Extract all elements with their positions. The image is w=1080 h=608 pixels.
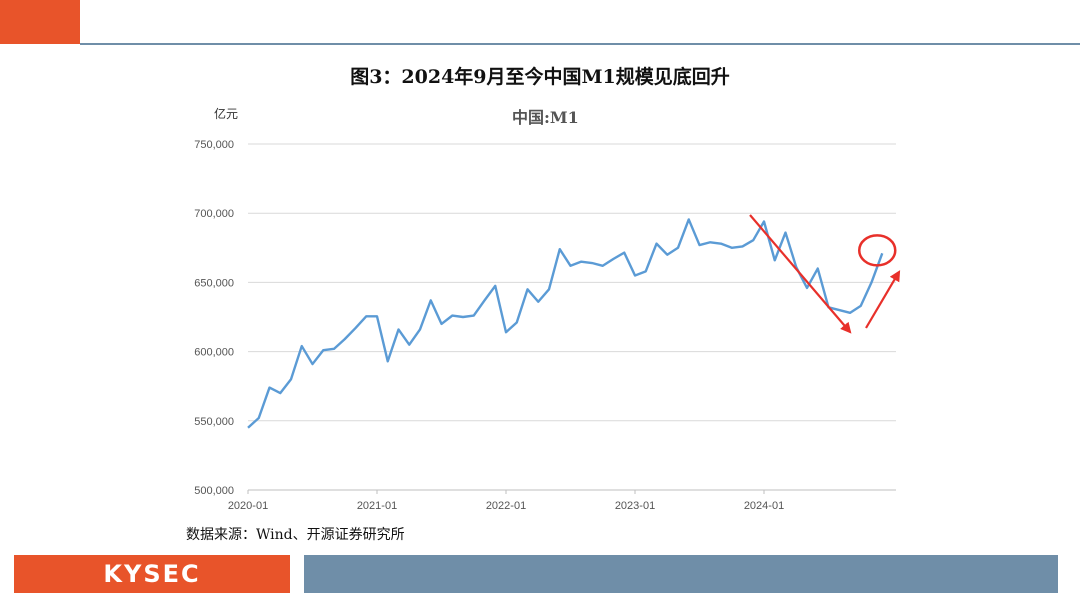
- x-tick-label: 2024-01: [744, 500, 784, 512]
- source-note: 数据来源：Wind、开源证券研究所: [186, 527, 405, 543]
- y-axis-unit-label: 亿元: [214, 107, 239, 121]
- footer-bar: [304, 555, 1058, 593]
- y-tick-label: 750,000: [194, 139, 234, 151]
- header-divider: [80, 43, 1080, 45]
- rebound-arrow: [865, 270, 901, 329]
- y-tick-label: 650,000: [194, 277, 234, 289]
- brand-logo: KYSEC: [14, 555, 290, 593]
- line-layer: [247, 218, 884, 429]
- chart-title: 中国:M1: [512, 108, 579, 127]
- tick-label-layer: 500,000 550,000 600,000 650,000 700,000 750,0…: [194, 139, 784, 512]
- x-tick-label: 2023-01: [615, 500, 655, 512]
- y-tick-label: 550,000: [194, 416, 234, 428]
- series-line-m1: [247, 218, 884, 429]
- x-tick-label: 2020-01: [228, 500, 268, 512]
- header-accent-block: [0, 0, 80, 44]
- figure-title: 图3：2024年9月至今中国M1规模见底回升: [350, 66, 730, 88]
- grid-layer: [247, 143, 896, 494]
- y-tick-label: 600,000: [194, 347, 234, 359]
- y-tick-label: 500,000: [194, 485, 234, 497]
- y-tick-label: 700,000: [194, 208, 234, 220]
- annotation-layer: [749, 214, 901, 334]
- x-tick-label: 2022-01: [486, 500, 526, 512]
- decline-arrow: [749, 214, 852, 334]
- latest-point-circle: [858, 234, 897, 267]
- x-tick-label: 2021-01: [357, 500, 397, 512]
